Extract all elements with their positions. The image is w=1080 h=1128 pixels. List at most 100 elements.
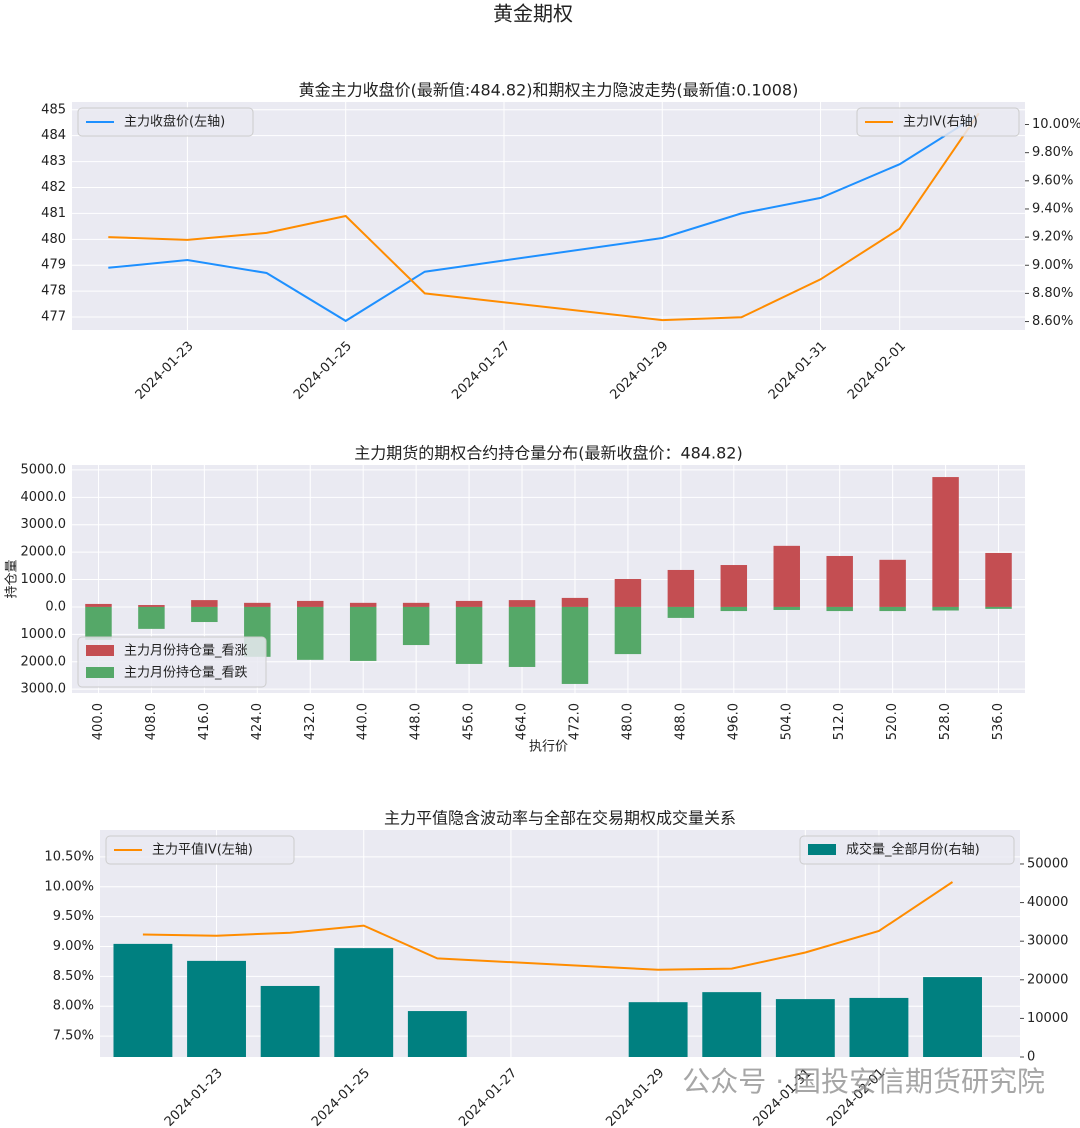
bar	[455, 600, 483, 607]
y-tick-label: 485	[41, 102, 66, 117]
bar	[508, 606, 536, 667]
x-tick-label: 472.0	[567, 703, 582, 740]
bar	[187, 960, 246, 1057]
legend-box	[105, 835, 295, 865]
y-tick-label: 479	[41, 258, 66, 273]
y2-tick-label: 8.60%	[1032, 314, 1073, 329]
bar	[191, 600, 218, 607]
y-tick-label: 483	[41, 154, 66, 169]
y-tick-label: 2000.0	[21, 545, 67, 560]
y-tick-label: 8.50%	[53, 969, 94, 984]
legend: 主力IV(右轴)	[856, 107, 1020, 137]
y-tick-label: 480	[41, 232, 66, 247]
x-tick-label: 2024-01-27	[456, 1066, 520, 1128]
x-tick-label: 504.0	[779, 703, 794, 740]
legend-label: 主力IV(右轴)	[903, 115, 978, 130]
bar	[455, 606, 483, 664]
bar	[561, 597, 589, 607]
legend-label: 主力月份持仓量_看涨	[124, 643, 248, 659]
y2-tick-label: 8.80%	[1032, 286, 1073, 301]
y-tick-label: 1000.0	[21, 572, 67, 587]
y2-tick-label: 0	[1027, 1050, 1035, 1065]
legend-label: 主力月份持仓量_看跌	[124, 665, 248, 681]
bar	[85, 603, 112, 607]
y-tick-label: 4000.0	[21, 490, 67, 505]
y2-tick-label: 20000	[1027, 972, 1068, 987]
legend-box	[77, 107, 254, 137]
bar	[614, 579, 642, 607]
bar	[260, 985, 320, 1057]
bar	[297, 600, 324, 607]
chart-title: 主力期货的期权合约持仓量分布(最新收盘价：484.82)	[354, 444, 742, 463]
legend-box	[856, 107, 1020, 137]
y-tick-label: 1000.0	[21, 627, 67, 642]
bar	[407, 1011, 467, 1057]
watermark: 公众号 · 国投安信期货研究院	[682, 1065, 1045, 1098]
bar	[561, 606, 589, 684]
bar	[349, 606, 377, 661]
legend-swatch	[86, 645, 114, 656]
y-tick-label: 3000.0	[21, 682, 67, 697]
y-tick-label: 482	[41, 180, 66, 195]
bar	[113, 943, 173, 1057]
y-tick-label: 481	[41, 206, 66, 221]
y-tick-label: 8.00%	[53, 999, 94, 1014]
x-tick-label: 512.0	[832, 703, 847, 740]
bar	[191, 606, 218, 623]
legend-label: 主力收盘价(左轴)	[124, 114, 225, 130]
bar	[923, 977, 982, 1057]
y2-tick-label: 10000	[1027, 1011, 1068, 1026]
x-tick-label: 536.0	[991, 703, 1006, 740]
bar	[775, 999, 835, 1057]
x-tick-label: 2024-02-01	[845, 339, 909, 403]
x-tick-label: 528.0	[938, 703, 953, 740]
y-tick-label: 478	[41, 284, 66, 299]
chart-title: 主力平值隐含波动率与全部在交易期权成交量关系	[384, 809, 736, 828]
bar	[879, 559, 906, 607]
bar	[297, 606, 324, 660]
y-tick-label: 10.50%	[44, 849, 94, 864]
x-tick-label: 432.0	[303, 703, 318, 740]
bar	[702, 992, 762, 1057]
y2-tick-label: 50000	[1027, 856, 1068, 871]
bar	[334, 948, 394, 1057]
y2-tick-label: 9.60%	[1032, 173, 1073, 188]
y2-tick-label: 9.20%	[1032, 230, 1073, 245]
legend-swatch	[86, 667, 114, 678]
x-tick-label: 2024-01-31	[766, 339, 830, 403]
y-tick-label: 3000.0	[21, 517, 67, 532]
y-tick-label: 9.00%	[53, 939, 94, 954]
x-tick-label: 496.0	[726, 703, 741, 740]
x-axis-label: 执行价	[529, 740, 568, 755]
bar	[85, 606, 112, 640]
y-tick-label: 2000.0	[21, 654, 67, 669]
x-tick-label: 424.0	[250, 703, 265, 740]
x-tick-label: 448.0	[409, 703, 424, 740]
y-tick-label: 7.50%	[53, 1029, 94, 1044]
x-tick-label: 408.0	[144, 703, 159, 740]
bar	[985, 606, 1012, 609]
legend: 主力收盘价(左轴)	[77, 107, 254, 137]
x-tick-label: 488.0	[673, 703, 688, 740]
legend-box	[799, 835, 1015, 865]
x-tick-label: 2024-01-29	[603, 1066, 667, 1128]
x-tick-label: 480.0	[620, 703, 635, 740]
x-tick-label: 400.0	[91, 703, 106, 740]
bar	[826, 606, 853, 612]
bar	[628, 1002, 688, 1057]
x-tick-label: 2024-01-23	[133, 339, 197, 403]
legend-swatch	[808, 844, 836, 855]
bar	[773, 545, 800, 607]
legend-box	[77, 636, 267, 688]
y-tick-label: 477	[41, 310, 66, 325]
bar	[349, 602, 377, 607]
y-tick-label: 10.00%	[44, 879, 94, 894]
line	[142, 881, 954, 971]
bar	[826, 555, 853, 607]
bar	[138, 606, 165, 629]
bar	[720, 565, 748, 607]
bar	[244, 602, 271, 607]
legend-label: 成交量_全部月份(右轴)	[846, 842, 980, 858]
bar	[932, 477, 959, 607]
